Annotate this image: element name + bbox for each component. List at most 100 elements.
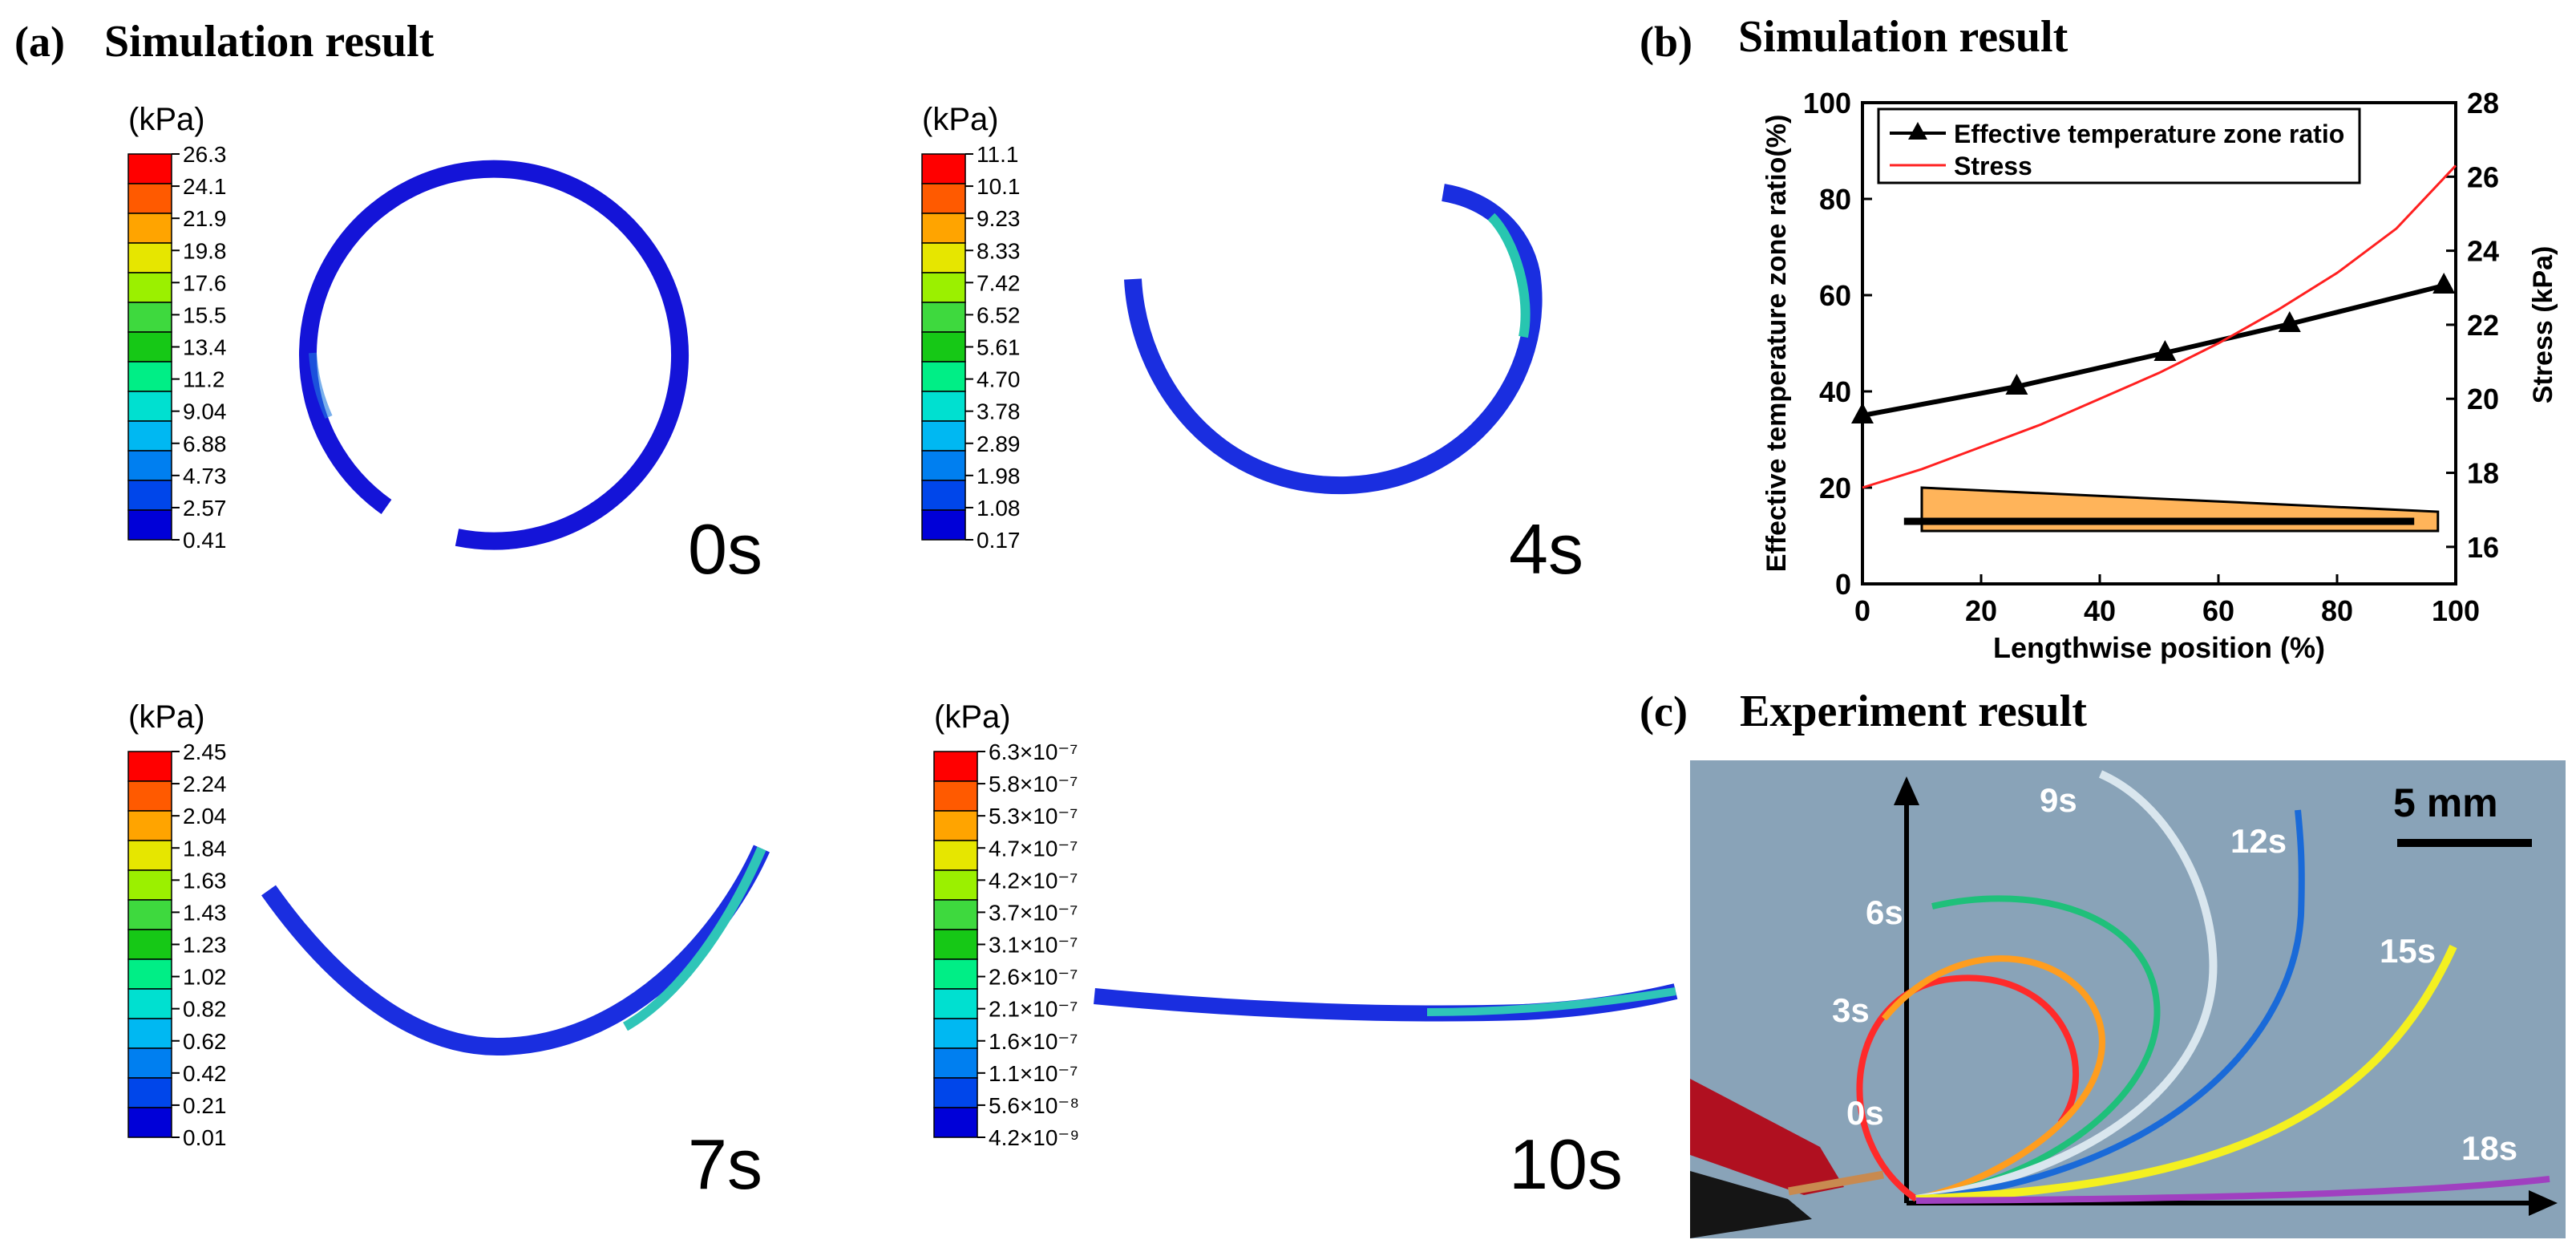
- colorbar-cell: [127, 420, 172, 452]
- colorbar-cell: [921, 331, 966, 363]
- colorbar-cell: [127, 509, 172, 541]
- colorbar-cell: [933, 1018, 978, 1049]
- sim-frame-0s: (kPa) 26.3 24.1 21.9 19.8 17.6 15.5 13.4 11.2 9.0…: [127, 102, 227, 553]
- colorbar-cell: [921, 213, 966, 244]
- colorbar-cell: [127, 929, 172, 960]
- colorbar-cell: [127, 213, 172, 244]
- photo-time-12s: 12s: [2230, 822, 2287, 860]
- colorbar-tick-label: 5.61: [977, 335, 1021, 360]
- colorbar-tick-label: 1.08: [977, 496, 1021, 521]
- strip-18s: [1915, 1176, 2550, 1204]
- series-point: [2432, 273, 2456, 294]
- series-point: [2005, 374, 2028, 395]
- colorbar-tick-label: 26.3: [183, 142, 227, 167]
- red-clip: [1690, 1079, 1844, 1195]
- colorbar-tick-label: 0.01: [183, 1125, 227, 1150]
- colorbar-tick-label: 6.52: [977, 302, 1021, 327]
- colorbar-tick-label: 4.2×10⁻⁹: [989, 1125, 1079, 1150]
- colorbar-tick-label: 5.8×10⁻⁷: [989, 772, 1078, 796]
- strip-3s: [1881, 955, 2105, 1202]
- arc-shape-7s: [261, 845, 770, 1056]
- y-right-axis-label: Stress (kPa): [2528, 246, 2558, 404]
- colorbar-tick-label: 0.62: [183, 1029, 227, 1054]
- colorbar-tick-label: 3.7×10⁻⁷: [989, 900, 1078, 925]
- colorbar-tick-label: 11.2: [183, 367, 224, 392]
- colorbar-cell: [127, 450, 172, 481]
- black-clip: [1690, 1171, 1812, 1238]
- colorbar-cell: [933, 751, 978, 782]
- legend-label: Effective temperature zone ratio: [1954, 120, 2344, 148]
- colorbar-cell: [127, 391, 172, 422]
- arc-shape-4s-highlight: [1487, 213, 1531, 338]
- colorbar-cell: [921, 183, 966, 214]
- colorbar-cell: [921, 450, 966, 481]
- sim-frame-7s: (kPa) 2.45 2.24 2.04 1.84 1.63 1.43 1.23 1.02 0.8…: [127, 699, 227, 1150]
- colorbar-tick-label: 1.23: [183, 933, 227, 958]
- scale-bar-label: 5 mm: [2393, 780, 2498, 825]
- colorbar-cell: [127, 302, 172, 333]
- colorbar-tick-label: 2.6×10⁻⁷: [989, 965, 1078, 990]
- ring-shape-0s-highlight: [309, 352, 333, 419]
- y-tick-label: 20: [1819, 472, 1851, 504]
- colorbar-cell: [933, 780, 978, 812]
- legend-box: [1877, 107, 2361, 184]
- colorbar-cell: [921, 361, 966, 392]
- legend-swatch-marker: [1908, 122, 1927, 140]
- photo-y-arrowhead: [1894, 776, 1919, 805]
- colorbar-tick-label: 1.02: [183, 965, 227, 990]
- colorbar-cell: [921, 391, 966, 422]
- series-line-0: [1862, 283, 2445, 418]
- colorbar-unit: (kPa): [934, 699, 1011, 735]
- colorbar-tick-label: 3.1×10⁻⁷: [989, 933, 1078, 958]
- arc-shape-7s-highlight: [623, 846, 766, 1031]
- colorbar-cell: [127, 1107, 172, 1138]
- colorbar-tick-label: 1.43: [183, 900, 227, 925]
- colorbar-cell: [127, 780, 172, 812]
- colorbar-cell: [127, 840, 172, 871]
- colorbar-cell: [933, 1077, 978, 1108]
- colorbar-tick-label: 1.6×10⁻⁷: [989, 1029, 1078, 1054]
- y-right-tick-label: 16: [2467, 531, 2499, 564]
- colorbar-cell: [933, 929, 978, 960]
- panel-b-letter: (b): [1640, 18, 1692, 66]
- colorbar-tick-label: 1.98: [977, 464, 1021, 488]
- colorbar-cell: [127, 1047, 172, 1079]
- panel-c-title: Experiment result: [1740, 687, 2087, 736]
- strip-15s: [1915, 944, 2457, 1203]
- x-tick-label: 60: [2202, 594, 2234, 627]
- panel-a: (a) Simulation result (kPa) 26.3 24.1 21.9 1…: [14, 17, 1678, 1204]
- colorbar-unit: (kPa): [128, 699, 205, 735]
- x-tick-label: 40: [2084, 594, 2116, 627]
- x-tick-label: 100: [2432, 594, 2480, 627]
- x-tick-label: 80: [2321, 594, 2353, 627]
- colorbar-unit: (kPa): [128, 102, 205, 137]
- colorbar-cell: [127, 242, 172, 273]
- y-right-tick-label: 20: [2467, 383, 2499, 415]
- colorbar-cell: [127, 361, 172, 392]
- colorbar-cell: [127, 183, 172, 214]
- flat-shape-10s-highlight: [1426, 987, 1676, 1016]
- colorbar-unit: (kPa): [922, 102, 999, 137]
- colorbar-tick-label: 19.8: [183, 238, 227, 263]
- colorbar-cell: [127, 480, 172, 511]
- x-tick-label: 20: [1965, 594, 1997, 627]
- colorbar-tick-label: 6.3×10⁻⁷: [989, 739, 1078, 764]
- panel-c: (c) Experiment result 0s 3s 6s 9s 12s 15…: [1640, 687, 2566, 1238]
- colorbar-cell: [933, 988, 978, 1019]
- copper-wire: [1788, 1170, 1884, 1196]
- y-tick-label: 80: [1819, 183, 1851, 216]
- colorbar-tick-label: 11.1: [977, 142, 1018, 167]
- photo-time-9s: 9s: [2040, 781, 2077, 819]
- colorbar-cell: [921, 420, 966, 452]
- colorbar-tick-label: 4.70: [977, 367, 1021, 392]
- y-right-tick-label: 28: [2467, 87, 2499, 120]
- colorbar-tick-label: 2.24: [183, 772, 227, 796]
- colorbar-tick-label: 2.04: [183, 804, 227, 829]
- photo-time-3s: 3s: [1832, 991, 1870, 1029]
- colorbar-cell: [127, 958, 172, 990]
- colorbar-cell: [921, 302, 966, 333]
- panel-b-title: Simulation result: [1738, 12, 2068, 62]
- time-label-4s: 4s: [1509, 509, 1583, 589]
- series-point: [1851, 403, 1874, 423]
